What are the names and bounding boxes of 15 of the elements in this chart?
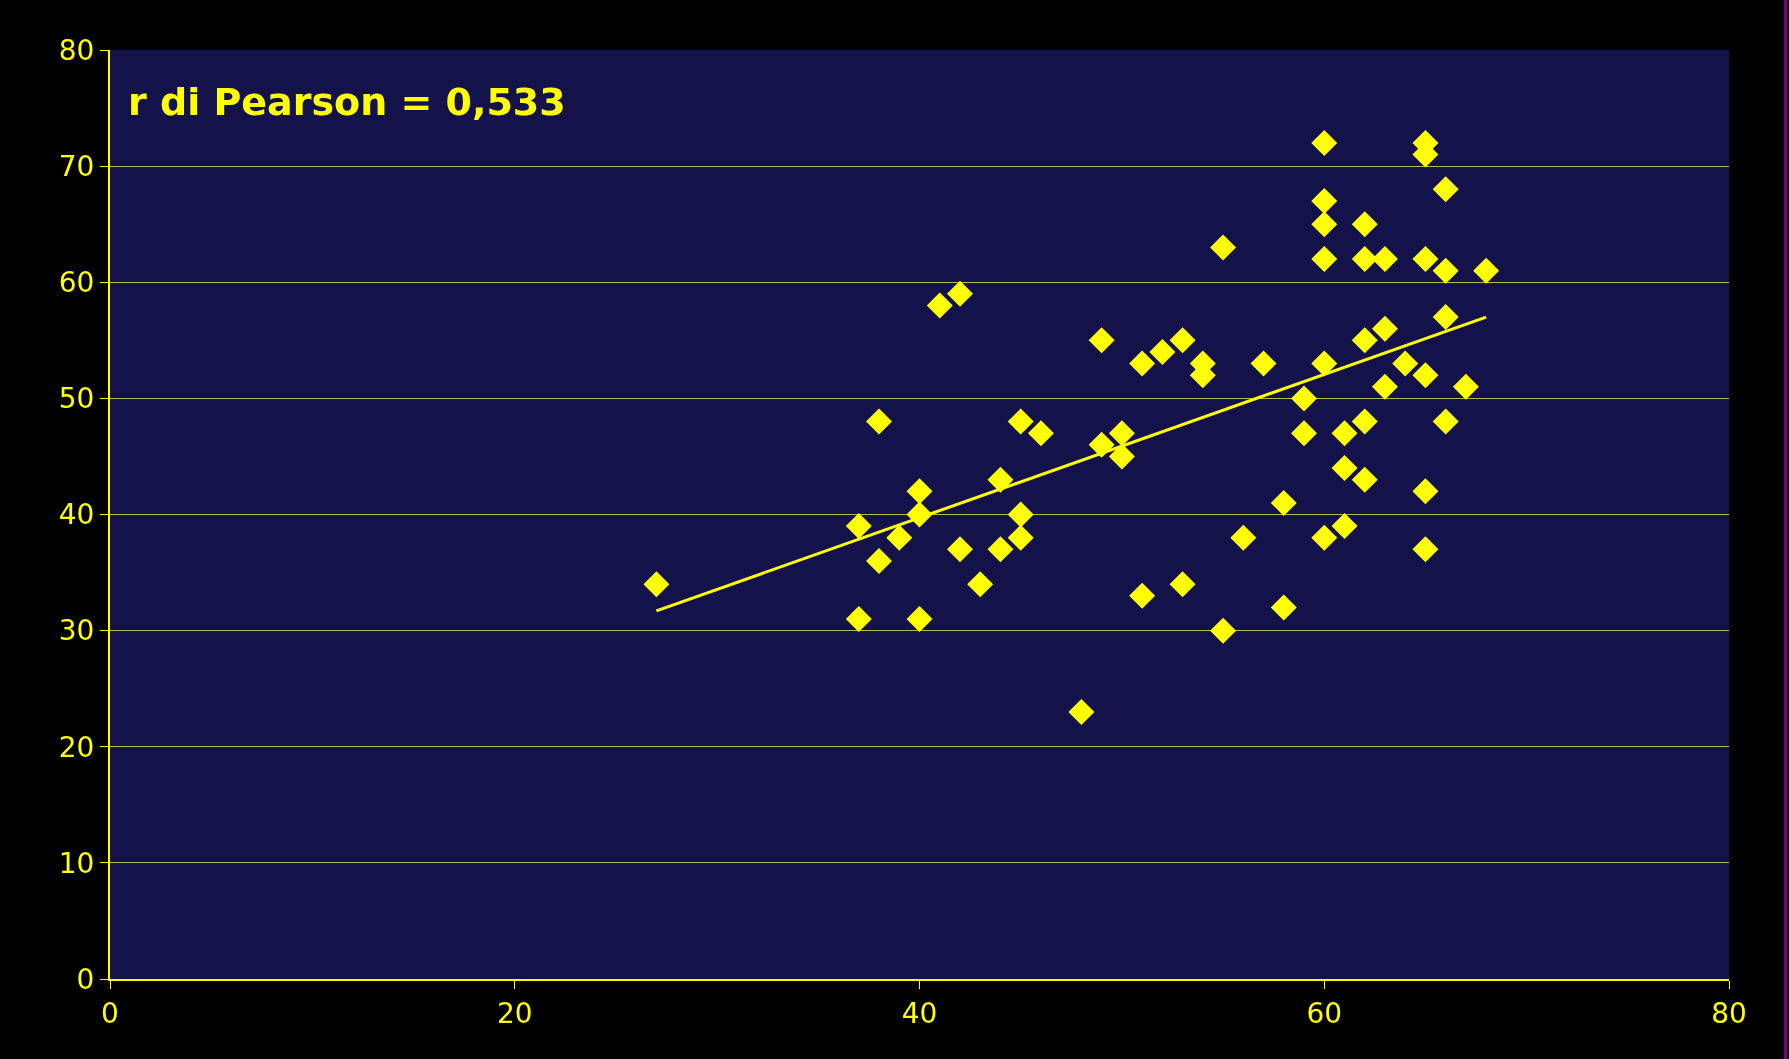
y-tick-label: 30: [58, 614, 95, 648]
x-tick-label: 60: [1306, 996, 1343, 1030]
y-tick-label: 50: [58, 382, 95, 416]
y-tick-label: 80: [58, 33, 95, 67]
y-tick-label: 60: [58, 266, 95, 300]
x-tick-label: 0: [101, 996, 119, 1030]
x-tick-label: 40: [901, 996, 938, 1030]
y-tick-label: 0: [76, 962, 95, 996]
x-tick-label: 80: [1711, 996, 1747, 1030]
y-tick-label: 70: [58, 149, 95, 183]
annotation: r di Pearson = 0,533: [128, 80, 566, 124]
y-tick-label: 20: [58, 730, 95, 764]
x-tick-label: 20: [496, 996, 533, 1030]
y-tick-label: 10: [58, 846, 95, 880]
y-tick-label: 40: [58, 498, 95, 532]
